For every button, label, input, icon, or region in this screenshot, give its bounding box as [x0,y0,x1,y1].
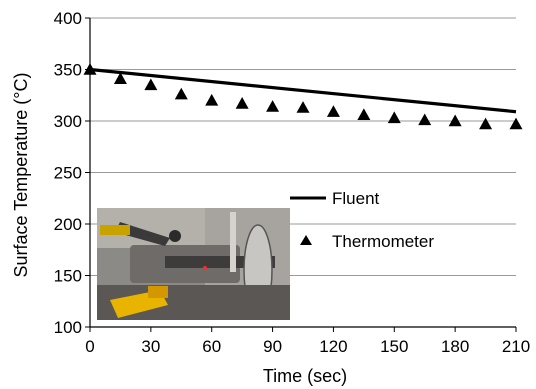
x-tick-label: 90 [263,337,282,356]
x-tick-label: 30 [141,337,160,356]
thermometer-point [266,100,280,112]
thermometer-point [235,96,249,109]
thermometer-point [509,117,523,130]
fluent-line [89,67,517,114]
thermometer-point [144,78,158,91]
y-tick-label: 350 [54,61,82,80]
thermometer-point [448,114,462,127]
thermometer-point [113,72,127,84]
x-tick-label: 0 [85,337,94,356]
thermometer-point [83,63,97,75]
y-tick-label: 150 [54,267,82,286]
y-tick-label: 250 [54,164,82,183]
legend-fluent-label: Fluent [332,189,380,208]
thermometer-point [296,101,310,113]
series-thermometer [83,63,523,130]
thermometer-point [174,87,188,100]
x-tick-label: 60 [202,337,221,356]
y-axis-title: Surface Temperature (°C) [11,73,31,278]
thermometer-point [418,113,432,126]
y-tick-labels: 100 150 200 250 300 350 400 [54,9,90,337]
thermometer-point [387,111,401,124]
x-tick-label: 150 [380,337,408,356]
x-tick-label: 120 [319,337,347,356]
thermometer-point [357,108,371,121]
x-tick-labels: 0 30 60 90 120 150 180 210 [85,327,530,356]
series-fluent [89,67,517,114]
y-tick-label: 100 [54,318,82,337]
inset-photo [97,208,290,320]
legend: Fluent Thermometer [290,189,434,251]
y-tick-label: 300 [54,112,82,131]
legend-thermometer-marker [300,235,312,245]
y-tick-label: 400 [54,9,82,28]
legend-thermometer-label: Thermometer [332,232,434,251]
x-axis-title: Time (sec) [263,366,347,386]
thermometer-point [205,93,219,106]
y-tick-label: 200 [54,215,82,234]
thermometer-point [479,117,493,130]
thermometer-point [326,105,340,117]
x-tick-label: 180 [441,337,469,356]
x-tick-label: 210 [502,337,530,356]
